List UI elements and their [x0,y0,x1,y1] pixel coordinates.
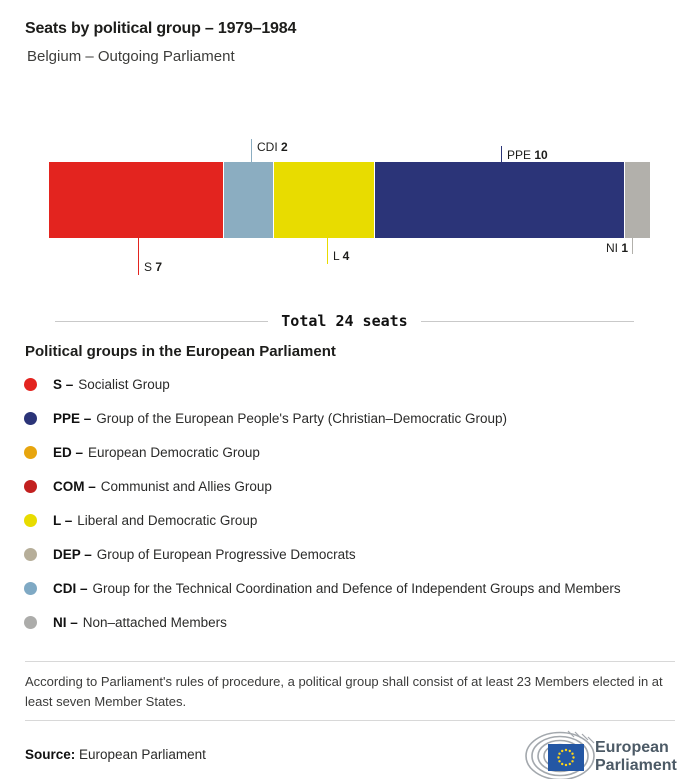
legend-item-ni: NI – Non–attached Members [0,605,700,639]
legend-text: DEP – Group of European Progressive Democ… [53,547,356,562]
bar-segment-l [274,162,375,238]
segment-code-cdi: CDI [257,140,278,154]
legend-code: DEP – [53,546,92,562]
segment-seats-cdi: 2 [281,140,288,154]
segment-code-ni: NI [605,241,618,255]
seats-chart: CDI 2 PPE 10 S 7 L 4 NI 1 [0,99,700,299]
eu-flag-icon [548,744,584,771]
page-title: Seats by political group – 1979–1984 [25,20,297,37]
legend-code: CDI – [53,580,88,596]
legend-code: L – [53,512,73,528]
segment-code-l: L [333,249,340,263]
legend-item-s: S – Socialist Group [0,367,700,401]
segment-code-ppe: PPE [507,148,532,162]
legend-item-ed: ED – European Democratic Group [0,435,700,469]
legend-item-ppe: PPE – Group of the European People's Part… [0,401,700,435]
segment-label-s: S 7 [144,260,162,274]
legend-dot-com [24,479,37,493]
segment-label-l: L 4 [333,249,349,263]
bar-segment-s [49,162,225,238]
source-value: European Parliament [79,746,206,762]
legend-dot-dep [24,547,37,561]
footnote: According to Parliament's rules of proce… [25,674,663,709]
legend-text: PPE – Group of the European People's Part… [53,411,507,426]
segment-seats-ni: 1 [621,241,628,255]
legend-code: ED – [53,444,84,460]
header: Seats by political group – 1979–1984 Bel… [0,0,700,65]
legend-dot-cdi [24,581,37,595]
legend-heading: Political groups in the European Parliam… [25,343,336,360]
legend-text: L – Liberal and Democratic Group [53,513,257,528]
legend-item-cdi: CDI – Group for the Technical Coordinatio… [0,571,700,605]
legend-code: NI – [53,614,78,630]
bar-segment-cdi [224,162,275,238]
footnote-rule-bottom [25,720,675,721]
eu-stars-icon [557,748,575,767]
segment-label-ppe: PPE 10 [507,148,548,162]
divider-line-left [55,320,269,322]
legend-text: S – Socialist Group [53,377,170,392]
source-line: Source: European Parliament [25,747,206,762]
logo-text-line2: Parliament [595,757,677,774]
label-line-ppe [501,146,502,162]
legend-dot-ni [24,615,37,629]
legend-code: S – [53,376,74,392]
legend-text: ED – European Democratic Group [53,445,260,460]
legend-dot-ed [24,445,37,459]
legend-description: Socialist Group [78,376,170,392]
legend-description: Liberal and Democratic Group [77,512,258,528]
total-seats-label: Total 24 seats [281,312,408,330]
legend-text: COM – Communist and Allies Group [53,479,272,494]
segment-label-cdi: CDI 2 [257,140,288,154]
label-line-l [327,238,328,264]
legend-item-dep: DEP – Group of European Progressive Democ… [0,537,700,571]
legend-description: Group for the Technical Coordination and… [92,580,621,596]
divider-line-right [420,320,634,322]
legend-code: COM – [53,478,96,494]
bar-segment-ni [624,162,650,238]
legend-description: Non–attached Members [82,614,227,630]
legend-code: PPE – [53,410,92,426]
segment-seats-s: 7 [155,260,163,274]
legend-text: CDI – Group for the Technical Coordinatio… [53,581,621,596]
bottom-row: Source: European Parliament [0,729,700,779]
segment-code-s: S [144,260,153,274]
legend-item-l: L – Liberal and Democratic Group [0,503,700,537]
bar-segment-ppe [374,162,625,238]
european-parliament-logo: European Parliament [525,730,677,779]
hemicycle-hatch-icon [567,730,595,744]
label-line-ni [632,238,633,254]
legend-dot-ppe [24,411,37,425]
seats-bar [49,162,650,238]
label-line-s [138,238,139,275]
source-label: Source: [25,746,76,762]
segment-label-ni: NI 1 [606,241,628,255]
logo-text-line1: European [595,739,669,756]
legend-description: Communist and Allies Group [100,478,272,494]
legend-description: European Democratic Group [88,444,260,460]
segment-seats-ppe: 10 [534,148,548,162]
legend: S – Socialist Group PPE – Group of the Eur… [0,367,700,639]
legend-description: Group of the European People's Party (Ch… [96,410,508,426]
segment-seats-l: 4 [342,249,350,263]
legend-text: NI – Non–attached Members [53,615,227,630]
label-line-cdi [251,139,252,162]
legend-dot-l [24,513,37,527]
legend-description: Group of European Progressive Democrats [96,546,356,562]
legend-dot-s [24,377,37,391]
footnote-rule-top [25,661,675,662]
page-subtitle: Belgium – Outgoing Parliament [27,48,235,65]
total-divider: Total 24 seats [55,312,634,330]
legend-item-com: COM – Communist and Allies Group [0,469,700,503]
